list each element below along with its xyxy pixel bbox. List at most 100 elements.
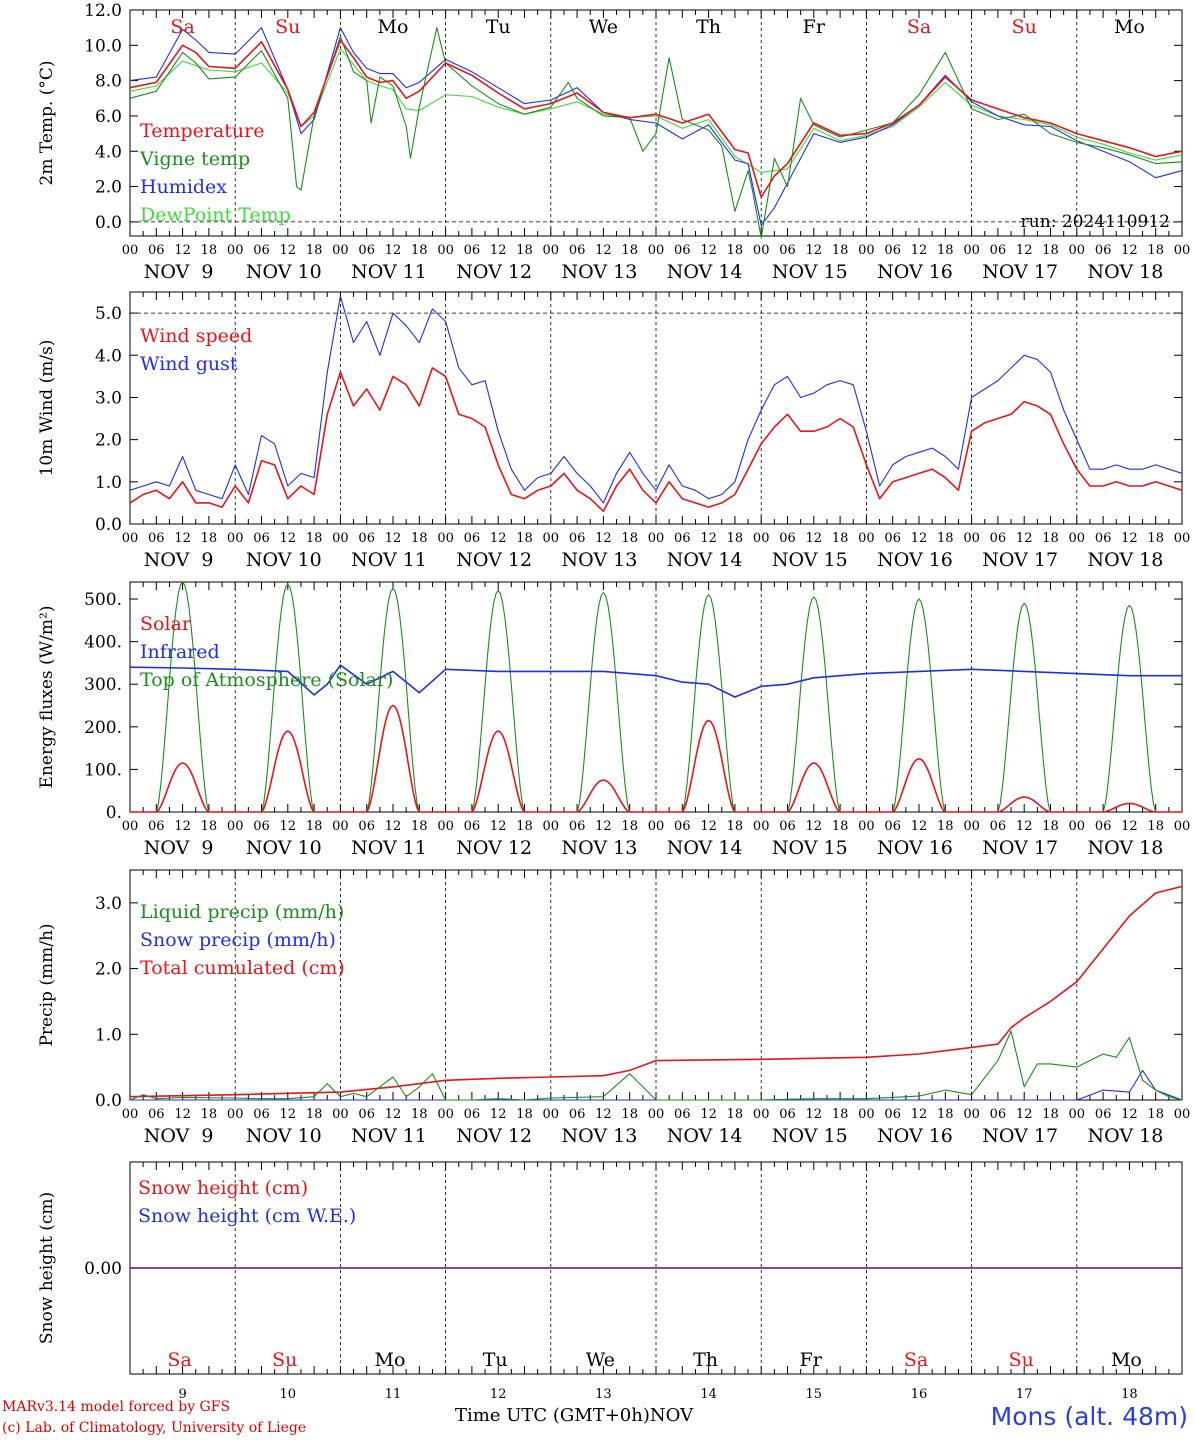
y-axis-title: 2m Temp. (°C) xyxy=(37,60,57,185)
hour-tick-label: 06 xyxy=(569,819,586,834)
day-number-label: 14 xyxy=(700,1387,717,1402)
panel-2 xyxy=(129,291,1183,525)
date-label: NOV 13 xyxy=(561,261,637,283)
day-number-label: 16 xyxy=(911,1387,928,1402)
run-annotation: run: 2024110912 xyxy=(1021,212,1170,232)
hour-tick-label: 00 xyxy=(858,531,875,546)
hour-tick-label: 06 xyxy=(1095,243,1112,258)
hour-tick-label: 12 xyxy=(1016,243,1033,258)
y-tick-label: 300. xyxy=(84,675,122,695)
hour-tick-label: 18 xyxy=(411,1107,428,1122)
hour-tick-label: 18 xyxy=(201,531,218,546)
hour-tick-label: 18 xyxy=(411,819,428,834)
y-tick-label: 200. xyxy=(84,718,122,738)
y-tick-label: 2.0 xyxy=(95,431,122,451)
y-axis-title: 10m Wind (m/s) xyxy=(37,340,57,477)
hour-tick-label: 12 xyxy=(595,243,612,258)
hour-tick-label: 00 xyxy=(122,819,139,834)
date-label: NOV 14 xyxy=(667,261,743,283)
hour-tick-label: 06 xyxy=(990,819,1007,834)
date-label: NOV 14 xyxy=(667,549,743,571)
hour-tick-label: 06 xyxy=(148,1107,165,1122)
panel-3 xyxy=(129,581,1183,813)
series-line-vigne-temp xyxy=(129,27,1183,239)
date-label: NOV 11 xyxy=(351,1125,427,1147)
y-tick-label: 2.0 xyxy=(95,178,122,198)
hour-tick-label: 12 xyxy=(280,243,297,258)
series-line-temperature xyxy=(129,39,1183,198)
hour-tick-label: 06 xyxy=(464,531,481,546)
hour-tick-label: 06 xyxy=(569,531,586,546)
day-number-label: 11 xyxy=(385,1387,402,1402)
series-line-infrared xyxy=(129,664,1182,698)
weekday-label: Su xyxy=(1012,16,1037,38)
date-label: NOV 11 xyxy=(351,261,427,283)
y-axis-title: Snow height (cm) xyxy=(37,1192,57,1344)
hour-tick-label: 00 xyxy=(227,531,244,546)
date-label: NOV 13 xyxy=(561,1125,637,1147)
series-line-wind-gust xyxy=(129,295,1183,504)
y-tick-label: 1.0 xyxy=(95,473,122,493)
hour-tick-label: 18 xyxy=(727,243,744,258)
weekday-label: Mo xyxy=(1114,16,1145,38)
hour-tick-label: 00 xyxy=(1174,1107,1191,1122)
hour-tick-label: 12 xyxy=(911,1107,928,1122)
date-label: NOV 14 xyxy=(667,837,743,859)
hour-tick-label: 12 xyxy=(806,1107,823,1122)
hour-tick-label: 00 xyxy=(227,243,244,258)
y-tick-label: 100. xyxy=(84,760,122,780)
series-line-wind-speed xyxy=(129,367,1183,513)
hour-tick-label: 18 xyxy=(411,243,428,258)
date-label: NOV 10 xyxy=(246,261,322,283)
hour-tick-label: 12 xyxy=(280,531,297,546)
hour-tick-label: 12 xyxy=(385,1107,402,1122)
weekday-label: Su xyxy=(1009,1349,1034,1371)
date-label: NOV 12 xyxy=(456,549,532,571)
panel-5 xyxy=(129,1161,1183,1375)
hour-tick-label: 00 xyxy=(332,819,349,834)
date-label: NOV 14 xyxy=(667,1125,743,1147)
hour-tick-label: 00 xyxy=(1069,819,1086,834)
y-tick-label: 400. xyxy=(84,633,122,653)
hour-tick-label: 00 xyxy=(332,1107,349,1122)
hour-tick-label: 18 xyxy=(1042,531,1059,546)
day-number-label: 10 xyxy=(280,1387,297,1402)
hour-tick-label: 18 xyxy=(727,819,744,834)
date-label: NOV 18 xyxy=(1087,549,1163,571)
legend-entry: Liquid precip (mm/h) xyxy=(140,901,344,923)
hour-tick-label: 00 xyxy=(648,243,665,258)
hour-tick-label: 12 xyxy=(1121,531,1138,546)
hour-tick-label: 00 xyxy=(1069,1107,1086,1122)
hour-tick-label: 06 xyxy=(464,819,481,834)
hour-tick-label: 00 xyxy=(543,531,560,546)
y-tick-label: 3.0 xyxy=(95,894,122,914)
hour-tick-label: 18 xyxy=(516,1107,533,1122)
hour-tick-label: 06 xyxy=(148,531,165,546)
hour-tick-label: 12 xyxy=(385,243,402,258)
hour-tick-label: 06 xyxy=(358,1107,375,1122)
y-tick-label: 12.0 xyxy=(84,1,122,21)
weekday-label: Tu xyxy=(483,1349,508,1371)
y-axis-title: Energy fluxes (W/m²) xyxy=(37,606,57,789)
date-label: NOV 16 xyxy=(877,261,953,283)
hour-tick-label: 06 xyxy=(569,1107,586,1122)
y-tick-label: 0.0 xyxy=(95,1091,122,1111)
hour-tick-label: 18 xyxy=(937,531,954,546)
y-tick-label: 3.0 xyxy=(95,388,122,408)
hour-tick-label: 06 xyxy=(253,819,270,834)
hour-tick-label: 12 xyxy=(595,819,612,834)
hour-tick-label: 18 xyxy=(937,819,954,834)
hour-tick-label: 00 xyxy=(648,819,665,834)
date-label: NOV 11 xyxy=(351,549,427,571)
weekday-label: Su xyxy=(272,1349,297,1371)
date-label: NOV 16 xyxy=(877,1125,953,1147)
hour-tick-label: 06 xyxy=(779,819,796,834)
hour-tick-label: 06 xyxy=(358,819,375,834)
hour-tick-label: 06 xyxy=(884,819,901,834)
hour-tick-label: 18 xyxy=(832,531,849,546)
hour-tick-label: 00 xyxy=(332,243,349,258)
legend-entry: Solar xyxy=(140,613,192,635)
y-tick-label: 4.0 xyxy=(95,346,122,366)
hour-tick-label: 00 xyxy=(963,531,980,546)
